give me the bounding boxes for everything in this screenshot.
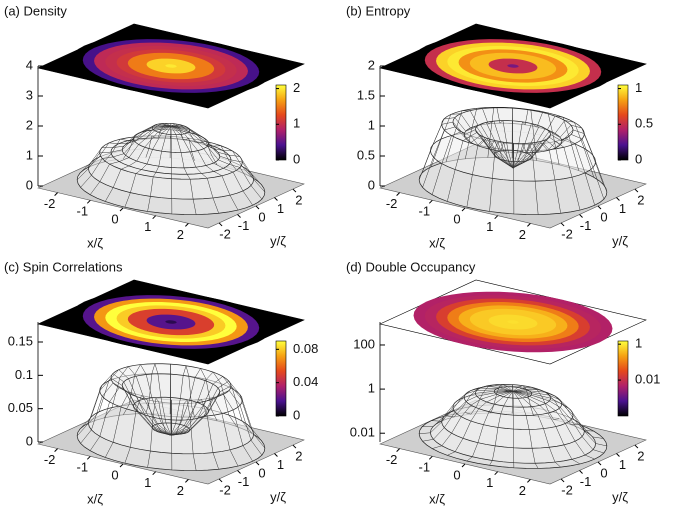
z-tick-label: 1 bbox=[26, 147, 33, 162]
x-tick-label: -2 bbox=[44, 452, 56, 467]
colorbar bbox=[276, 341, 286, 416]
y-axis-label: y/ζ bbox=[270, 489, 286, 504]
y-tick-label: -1 bbox=[238, 218, 250, 233]
y-tick-label: -1 bbox=[580, 218, 592, 233]
figure: (a) Density01234-2-1012-2-1012x/ζy/ζ012(… bbox=[0, 0, 685, 513]
x-tick bbox=[527, 223, 530, 226]
x-tick-label: -1 bbox=[419, 460, 431, 475]
x-tick-label: 2 bbox=[519, 227, 526, 242]
x-axis-label: x/ζ bbox=[429, 235, 445, 250]
y-tick-label: -2 bbox=[219, 482, 231, 497]
x-tick bbox=[495, 472, 498, 475]
x-tick-label: 1 bbox=[486, 475, 493, 490]
colorbar bbox=[276, 85, 286, 160]
colorbar-tick-label: 0 bbox=[635, 151, 642, 166]
y-tick-label: 0 bbox=[258, 209, 265, 224]
y-tick-label: 2 bbox=[637, 193, 644, 208]
x-axis-label: x/ζ bbox=[87, 235, 103, 250]
z-tick-label: 1 bbox=[368, 381, 375, 396]
z-tick-label: 3 bbox=[26, 87, 33, 102]
y-tick-label: 1 bbox=[619, 201, 626, 216]
colorbar-tick-label: 0 bbox=[293, 151, 300, 166]
x-tick-label: 1 bbox=[144, 475, 151, 490]
z-tick-label: 0.05 bbox=[8, 400, 33, 415]
x-tick-label: -2 bbox=[386, 452, 398, 467]
x-tick-label: 0 bbox=[453, 211, 460, 226]
panel-title: (c) Spin Correlations bbox=[4, 259, 123, 274]
panel-title: (b) Entropy bbox=[346, 3, 411, 18]
colorbar-tick-label: 1 bbox=[635, 336, 642, 351]
y-tick-label: 0 bbox=[600, 209, 607, 224]
y-tick-label: 0 bbox=[600, 465, 607, 480]
colorbar-tick-label: 0.08 bbox=[293, 341, 318, 356]
y-tick-label: -2 bbox=[561, 226, 573, 241]
y-tick-label: 1 bbox=[619, 457, 626, 472]
y-tick-label: 0 bbox=[258, 465, 265, 480]
x-tick-label: 1 bbox=[486, 219, 493, 234]
y-tick-label: -2 bbox=[219, 226, 231, 241]
x-tick-label: -1 bbox=[77, 204, 89, 219]
y-tick-label: -1 bbox=[580, 474, 592, 489]
colorbar-tick-label: 0.5 bbox=[635, 116, 653, 131]
y-axis-label: y/ζ bbox=[612, 489, 628, 504]
x-tick-label: 2 bbox=[177, 483, 184, 498]
x-tick-label: 0 bbox=[111, 467, 118, 482]
z-tick-label: 1 bbox=[368, 117, 375, 132]
z-tick-label: 0.1 bbox=[15, 367, 33, 382]
colorbar-tick-label: 1 bbox=[635, 80, 642, 95]
x-tick-label: 2 bbox=[519, 483, 526, 498]
x-tick bbox=[120, 208, 123, 211]
x-tick bbox=[185, 223, 188, 226]
x-tick-label: -1 bbox=[419, 204, 431, 219]
x-tick-label: 0 bbox=[453, 467, 460, 482]
y-tick-label: -2 bbox=[561, 482, 573, 497]
x-axis-label: x/ζ bbox=[87, 491, 103, 506]
y-tick-label: -1 bbox=[238, 474, 250, 489]
x-tick bbox=[527, 479, 530, 482]
x-tick bbox=[153, 216, 156, 219]
y-axis-label: y/ζ bbox=[270, 233, 286, 248]
z-tick-label: 0 bbox=[26, 433, 33, 448]
z-tick-label: 0 bbox=[368, 177, 375, 192]
panel-title: (a) Density bbox=[4, 3, 67, 18]
x-tick bbox=[185, 479, 188, 482]
y-tick-label: 2 bbox=[637, 449, 644, 464]
z-tick-label: 0.01 bbox=[350, 425, 375, 440]
y-axis-label: y/ζ bbox=[612, 233, 628, 248]
z-tick-label: 4 bbox=[26, 57, 33, 72]
y-tick-label: 2 bbox=[295, 449, 302, 464]
x-tick bbox=[495, 216, 498, 219]
x-tick bbox=[462, 208, 465, 211]
colorbar-tick-label: 0 bbox=[293, 407, 300, 422]
colorbar-tick-label: 0.01 bbox=[635, 372, 660, 387]
z-tick-label: 1.5 bbox=[357, 87, 375, 102]
x-tick-label: -2 bbox=[386, 196, 398, 211]
y-tick-label: 2 bbox=[295, 193, 302, 208]
x-tick-label: 0 bbox=[111, 211, 118, 226]
z-tick-label: 0 bbox=[26, 177, 33, 192]
x-axis-label: x/ζ bbox=[429, 491, 445, 506]
z-tick-label: 100 bbox=[353, 336, 375, 351]
z-tick-label: 0.5 bbox=[357, 147, 375, 162]
y-tick-label: 1 bbox=[277, 457, 284, 472]
z-tick-label: 2 bbox=[26, 117, 33, 132]
y-tick-label: 1 bbox=[277, 201, 284, 216]
x-tick-label: 2 bbox=[177, 227, 184, 242]
x-tick-label: 1 bbox=[144, 219, 151, 234]
z-tick-label: 2 bbox=[368, 57, 375, 72]
colorbar bbox=[618, 85, 628, 160]
colorbar-tick-label: 2 bbox=[293, 80, 300, 95]
colorbar-tick-label: 0.04 bbox=[293, 374, 318, 389]
x-tick-label: -2 bbox=[44, 196, 56, 211]
panel-title: (d) Double Occupancy bbox=[346, 259, 476, 274]
colorbar-tick-label: 1 bbox=[293, 116, 300, 131]
x-tick-label: -1 bbox=[77, 460, 89, 475]
colorbar bbox=[618, 341, 628, 416]
z-tick-label: 0.15 bbox=[8, 333, 33, 348]
x-tick bbox=[153, 472, 156, 475]
x-tick bbox=[462, 464, 465, 467]
x-tick bbox=[120, 464, 123, 467]
